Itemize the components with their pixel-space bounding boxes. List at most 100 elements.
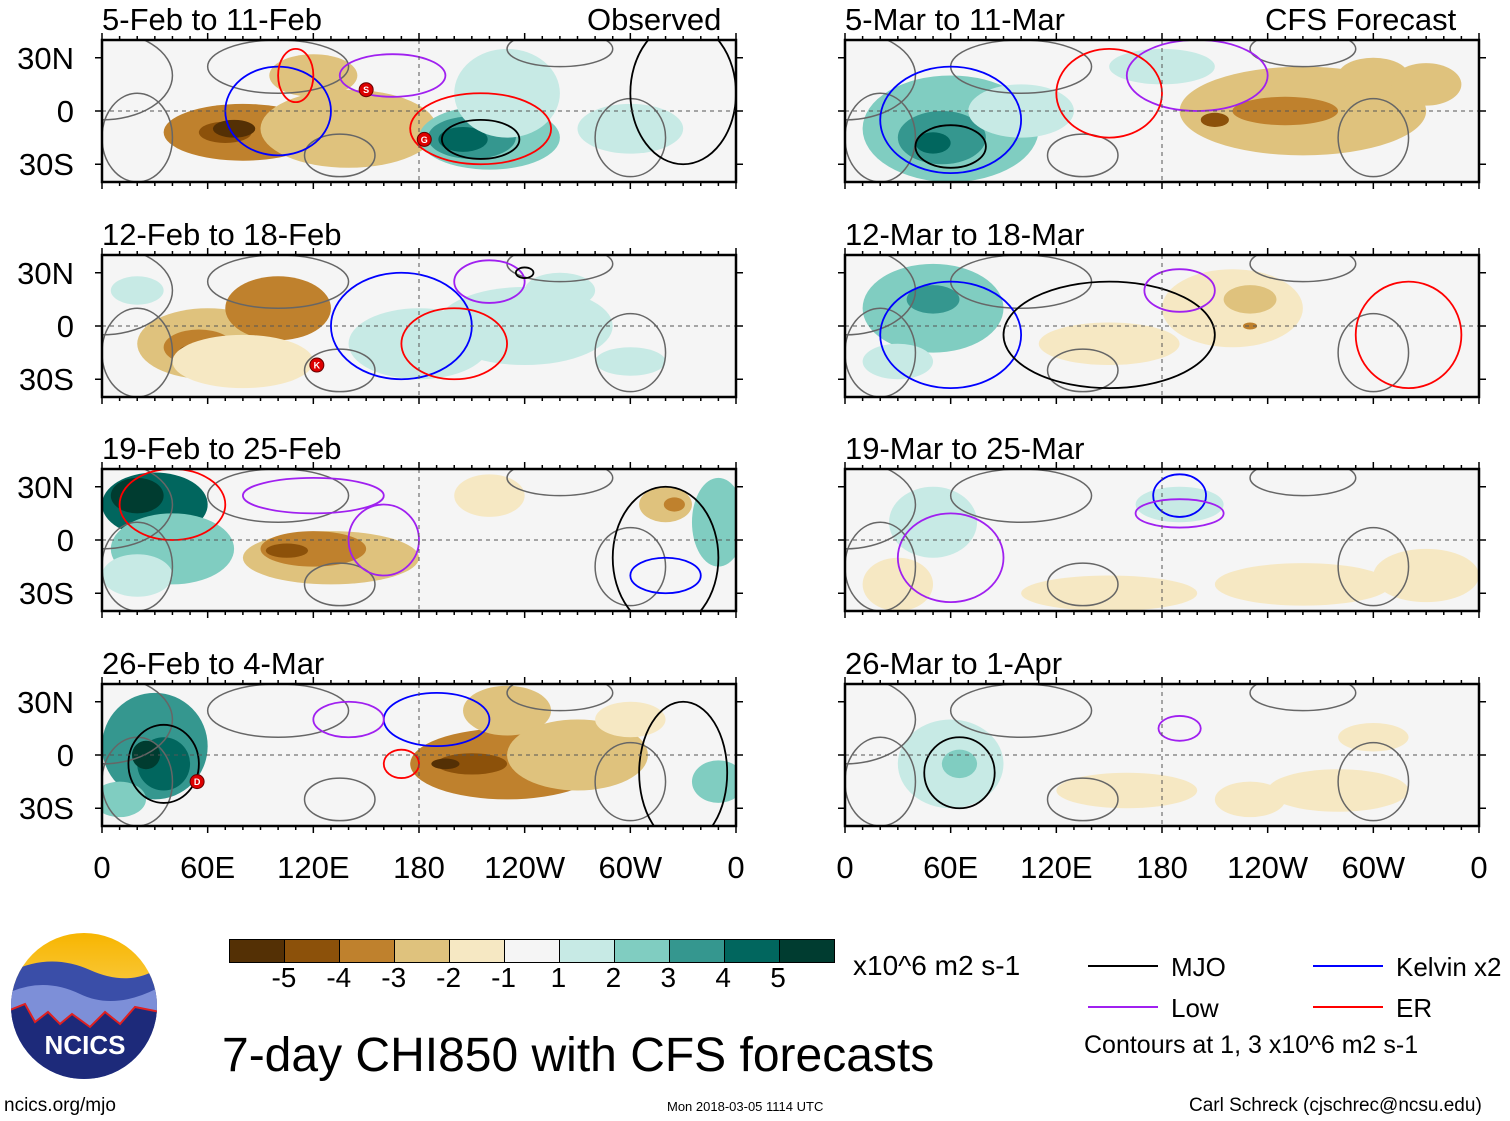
contour-line: [1055, 47, 1163, 139]
colorbar-tick-label: -4: [326, 962, 352, 993]
colorbar-tick-label: 4: [715, 962, 731, 993]
lon-label: 60E: [923, 850, 979, 885]
colorbar-swatch: [725, 940, 780, 962]
colorbar-swatch: [230, 940, 285, 962]
coastline: [1046, 348, 1119, 393]
lat-label: 30N: [17, 469, 74, 505]
map-panel: [95, 462, 743, 618]
storm-label: G: [421, 135, 428, 145]
coastline: [845, 736, 917, 826]
map-panel: [838, 248, 1486, 404]
contour-line: [1134, 498, 1225, 529]
anomaly-shading: [691, 477, 736, 567]
chart-title: 7-day CHI850 with CFS forecasts: [222, 1029, 935, 1082]
lon-label: 60W: [598, 850, 663, 885]
legend-label: Low: [1171, 993, 1219, 1023]
coastline: [102, 469, 174, 550]
anomaly-shading: [172, 334, 314, 389]
observed-header: Observed: [587, 2, 722, 37]
contour-line: [1157, 715, 1202, 742]
anomaly-shading: [889, 486, 978, 558]
anomaly-shading: [862, 343, 934, 380]
contour-line: [382, 748, 420, 779]
colorbar-swatch: [670, 940, 725, 962]
legend-line-kelvin-x2: [1313, 965, 1383, 967]
coastline: [594, 526, 667, 607]
contour-line: [338, 53, 447, 98]
storm-label: D: [194, 777, 201, 787]
map-panel: [838, 33, 1486, 189]
anomaly-shading: [1200, 112, 1229, 127]
legend-line-low: [1088, 1006, 1158, 1008]
colorbar-swatch: [505, 940, 560, 962]
coastline: [303, 777, 376, 822]
anomaly-shading: [663, 497, 685, 512]
coastline: [303, 348, 376, 393]
contour-line: [1143, 268, 1216, 313]
coastline: [845, 255, 917, 336]
coastline: [1337, 312, 1410, 393]
colorbar-tick-label: -1: [491, 962, 516, 993]
anomaly-shading: [1214, 781, 1286, 818]
coastline: [845, 92, 917, 182]
anomaly-shading: [577, 103, 684, 154]
colorbar-swatch: [285, 940, 340, 962]
coastline: [949, 469, 1093, 523]
coastline: [102, 684, 174, 765]
legend-line-er: [1313, 1006, 1383, 1008]
anomaly-shading: [1373, 548, 1479, 603]
lon-label: 0: [93, 850, 111, 885]
anomaly-shading: [1338, 723, 1409, 752]
lon-label: 120W: [484, 850, 566, 885]
storm-marker: K: [309, 357, 325, 373]
contour-line: [1354, 280, 1463, 390]
colorbar-tick-label: -3: [381, 962, 407, 993]
coastline: [1046, 133, 1119, 178]
footer-url[interactable]: ncics.org/mjo: [4, 1095, 116, 1116]
contour-line: [879, 280, 1023, 390]
lat-label: 30N: [17, 40, 74, 76]
anomaly-shading: [1135, 486, 1224, 523]
anomaly-shading: [906, 285, 960, 314]
contour-line: [440, 118, 521, 160]
lat-label: 30S: [18, 362, 74, 398]
anomaly-shading: [454, 474, 525, 517]
coastline: [1337, 97, 1410, 178]
contour-line: [1152, 473, 1207, 518]
anomaly-shading: [110, 276, 164, 305]
map-panel: [838, 677, 1486, 833]
coastline: [506, 469, 614, 497]
contour-line: [629, 40, 736, 166]
anomaly-shading: [1390, 63, 1462, 106]
coastline: [102, 255, 174, 336]
coastline: [1337, 741, 1410, 822]
colorbar-swatch: [560, 940, 615, 962]
lat-label: 30S: [18, 791, 74, 827]
anomaly-shading: [212, 119, 256, 138]
coastline: [845, 684, 917, 765]
colorbar-tick-label: 1: [550, 962, 567, 993]
colorbar-tick-label: 3: [660, 962, 677, 993]
lon-label: 180: [393, 850, 445, 885]
panel-title: 12-Feb to 18-Feb: [102, 217, 342, 252]
storm-marker: D: [189, 774, 205, 790]
contour-line: [409, 92, 552, 166]
coastline: [1046, 777, 1119, 822]
coastline: [845, 40, 917, 121]
anomaly-shading: [941, 749, 978, 779]
panel-title: 19-Mar to 25-Mar: [845, 431, 1085, 466]
coastline: [949, 684, 1093, 738]
contour-line: [923, 736, 996, 810]
panel-title: 26-Feb to 4-Mar: [102, 646, 325, 681]
storm-label: S: [363, 85, 369, 95]
contour-line: [611, 485, 720, 611]
anomaly-shading: [102, 781, 147, 818]
colorbar-tick-label: 2: [605, 962, 622, 993]
lon-label: 120E: [1020, 850, 1093, 885]
anomaly-shading: [1214, 563, 1391, 606]
anomaly-shading: [436, 753, 508, 775]
storm-label: K: [314, 361, 321, 371]
anomaly-shading: [110, 477, 164, 514]
lon-label: 0: [836, 850, 854, 885]
colorbar-swatch: [780, 940, 834, 962]
